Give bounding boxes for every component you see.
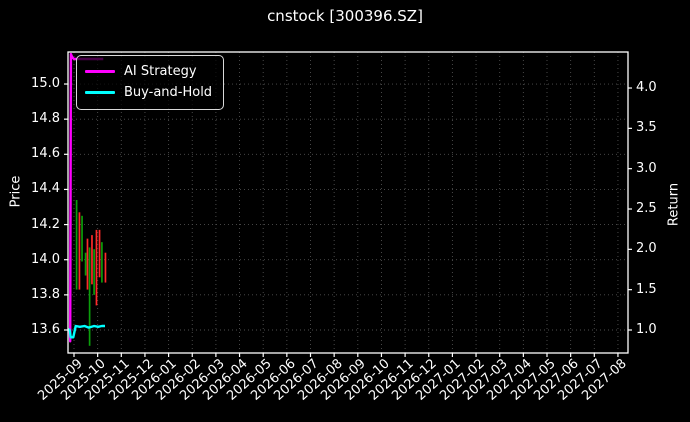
y-tick-label-return: 1.5 (636, 281, 657, 297)
legend-item-ai-strategy: AI Strategy (85, 61, 212, 82)
y-tick-label-return: 2.5 (636, 201, 657, 216)
y-tick-label-return: 2.0 (636, 241, 657, 257)
y-axis-label-return: Return (666, 182, 682, 227)
legend-line-buy-and-hold (85, 91, 115, 94)
legend: AI Strategy Buy-and-Hold (76, 55, 225, 110)
legend-label-ai-strategy: AI Strategy (124, 64, 197, 79)
legend-item-buy-and-hold: Buy-and-Hold (85, 82, 212, 103)
y-tick-label-price: 13.6 (31, 322, 60, 337)
y-tick-label-price: 13.8 (31, 286, 60, 302)
y-tick-label-return: 3.5 (636, 120, 657, 136)
y-tick-label-price: 14.6 (31, 146, 60, 162)
y-tick-label-price: 14.8 (31, 111, 60, 127)
chart-title: cnstock [300396.SZ] (267, 7, 423, 25)
y-tick-label-price: 14.0 (31, 251, 60, 267)
y-tick-label-return: 3.0 (636, 160, 657, 176)
y-tick-label-price: 14.2 (31, 216, 60, 232)
y-tick-label-price: 14.4 (31, 181, 60, 197)
y-tick-label-return: 4.0 (636, 80, 657, 96)
legend-line-ai-strategy (85, 70, 115, 73)
y-tick-label-price: 15.0 (31, 76, 60, 92)
legend-label-buy-and-hold: Buy-and-Hold (124, 85, 213, 100)
y-tick-label-return: 1.0 (636, 322, 657, 337)
